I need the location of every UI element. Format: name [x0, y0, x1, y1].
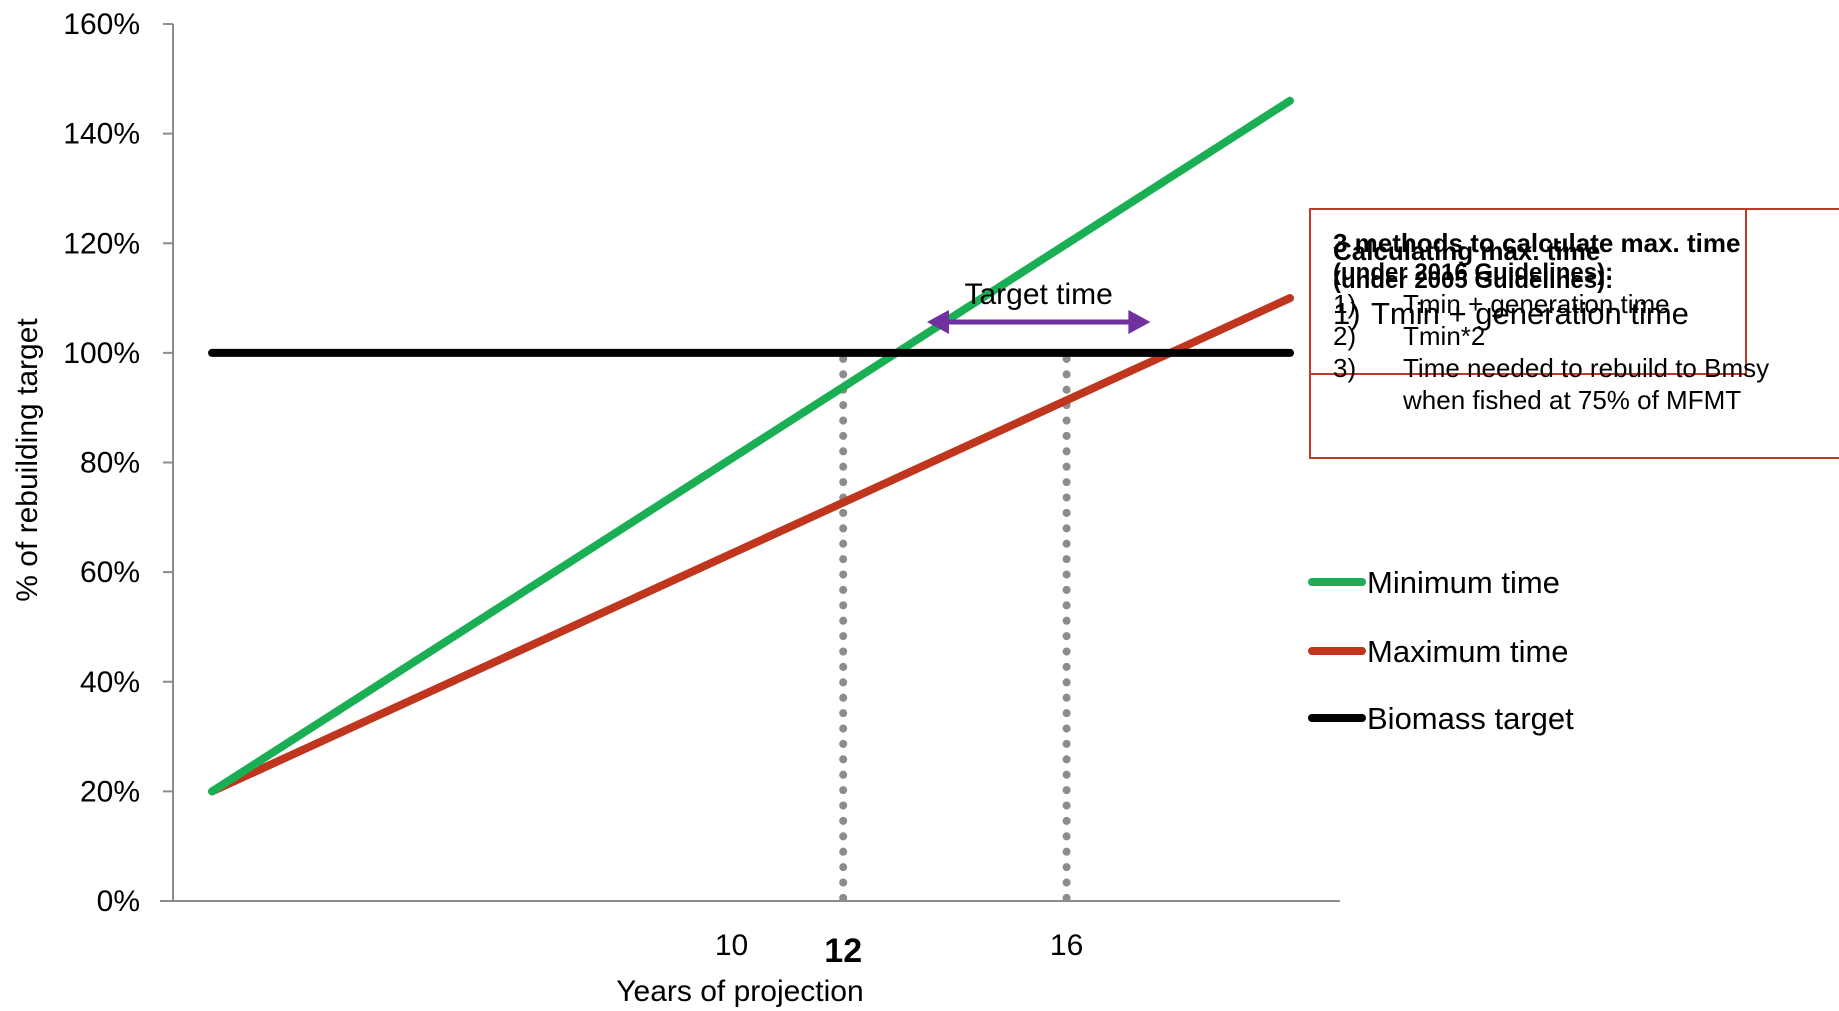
box-2016-item-3: 3) Time needed to rebuild to Bmsy when f…	[1333, 352, 1838, 416]
box-2005-item: 1) Tmin + generation time	[1333, 296, 1733, 332]
box-2016-item-3-text: Time needed to rebuild to Bmsy when fish…	[1403, 353, 1770, 415]
box-2016-item-2-num: 2)	[1333, 321, 1357, 351]
target-time-arrow-head-left	[926, 309, 949, 334]
x-tick-label: 12	[824, 932, 862, 970]
box-2005-subtitle: (under 2005 Guidelines):	[1333, 267, 1614, 294]
box-2005-item-num: 1)	[1333, 296, 1361, 331]
target-time-arrow-head-right	[1128, 309, 1151, 334]
box-2016-subtitle: (under 2016 Guidelines):	[1333, 259, 1614, 286]
x-axis-title: Years of projection	[616, 975, 863, 1008]
y-tick-label: 0%	[97, 885, 140, 918]
x-tick-label: 16	[1050, 929, 1083, 962]
y-tick-label: 80%	[80, 447, 140, 480]
box-2005-title: Calculating max. time	[1333, 236, 1601, 266]
box-2016-item-2: 2) Tmin*2	[1333, 320, 1838, 352]
y-tick-label: 160%	[63, 8, 140, 41]
guidelines-2016-box: 3 methods to calculate max. time (under …	[1309, 208, 1839, 459]
y-tick-label: 60%	[80, 556, 140, 589]
box-2005-item-text: Tmin + generation time	[1371, 296, 1689, 331]
target-time-label: Target time	[964, 278, 1112, 311]
box-2016-item-2-text: Tmin*2	[1403, 321, 1486, 351]
x-tick-label: 10	[715, 929, 748, 962]
y-tick-label: 20%	[80, 775, 140, 808]
y-tick-label: 40%	[80, 666, 140, 699]
y-axis-title: % of rebuilding target	[11, 318, 44, 602]
box-2016-item-1: 1) Tmin + generation time	[1333, 288, 1838, 320]
box-2016-title: 3 methods to calculate max. time	[1333, 228, 1741, 258]
y-tick-label: 100%	[63, 337, 140, 370]
legend-label: Minimum time	[1367, 565, 1560, 600]
legend-label: Maximum time	[1367, 634, 1569, 669]
box-2016-item-1-text: Tmin + generation time	[1403, 289, 1670, 319]
guidelines-2005-box: Calculating max. time (under 2005 Guidel…	[1309, 208, 1747, 375]
legend-label: Biomass target	[1367, 701, 1574, 736]
series-line-maximum-time	[208, 294, 1294, 796]
box-2016-item-3-num: 3)	[1333, 353, 1357, 383]
series-line-minimum-time	[208, 96, 1294, 796]
y-tick-label: 140%	[63, 118, 140, 151]
box-2016-item-1-num: 1)	[1333, 289, 1357, 319]
y-tick-label: 120%	[63, 227, 140, 260]
